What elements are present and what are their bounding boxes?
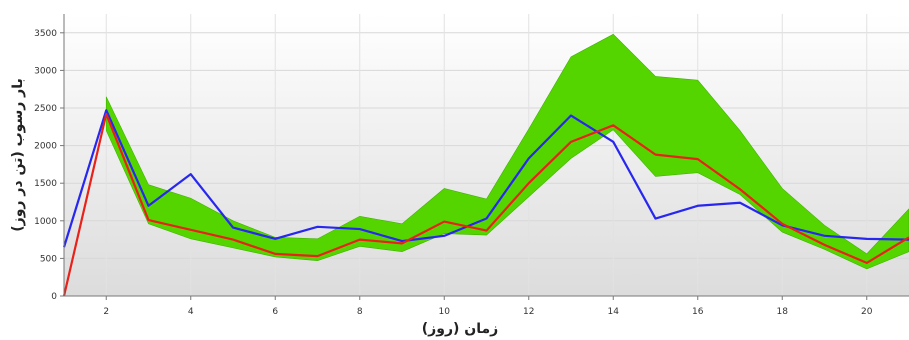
plot-background xyxy=(64,14,909,296)
y-tick-label: 3000 xyxy=(34,66,57,76)
x-tick-label: 12 xyxy=(523,307,534,317)
x-tick-label: 20 xyxy=(861,307,873,317)
x-axis-title: زمان (روز) xyxy=(422,321,498,337)
y-tick-label: 2500 xyxy=(34,104,57,114)
series-line-1 xyxy=(62,109,909,248)
y-axis-title: بار رسوب (تن در روز) xyxy=(10,78,26,231)
y-tick-label: 3500 xyxy=(34,29,57,39)
series-layer xyxy=(62,109,909,297)
y-tick-label: 0 xyxy=(51,292,57,302)
x-tick-label: 18 xyxy=(777,307,789,317)
x-tick-label: 10 xyxy=(439,307,451,317)
y-tick-label: 500 xyxy=(40,254,57,264)
y-tick-label: 2000 xyxy=(34,142,57,152)
x-tick-label: 4 xyxy=(188,307,194,317)
axis-layer: 0 500 1000 1500 2000 2500 3000 3500 2 4 6 8 10 12 14 16… xyxy=(34,14,909,317)
series-line-2 xyxy=(62,112,909,297)
y-tick-label: 1500 xyxy=(34,179,57,189)
uncertainty-band xyxy=(105,33,909,270)
band-layer xyxy=(105,33,909,270)
x-tick-label: 2 xyxy=(103,307,109,317)
x-tick-label: 14 xyxy=(608,307,620,317)
x-tick-label: 6 xyxy=(272,307,278,317)
x-tick-label: 8 xyxy=(357,307,363,317)
y-tick-label: 1000 xyxy=(34,217,57,227)
x-tick-label: 16 xyxy=(692,307,704,317)
